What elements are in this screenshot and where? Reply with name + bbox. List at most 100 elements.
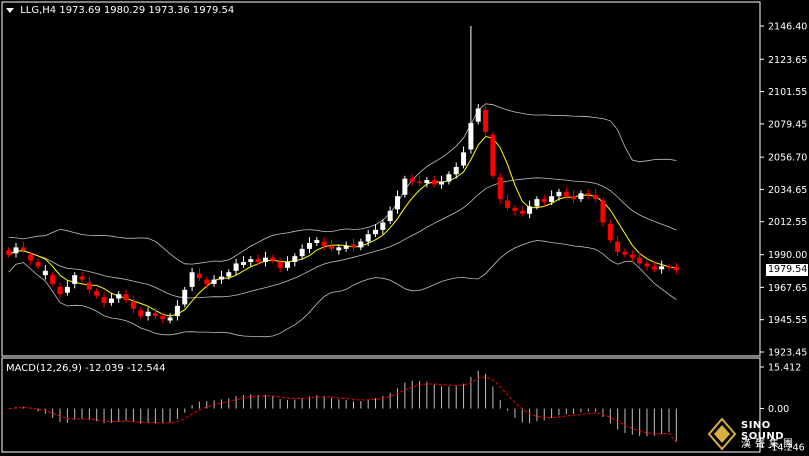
price-tick-label: 2101.55 [768,87,807,98]
main-chart-frame [1,1,761,357]
candle-body [402,178,408,195]
price-axis: 2146.40 2123.65 2101.55 2079.45 2056.70 2034.… [760,22,807,359]
candle-body [42,270,48,276]
candle-body [248,259,254,263]
candle-body [343,245,349,249]
macd-tick-label: 15.412 [768,363,801,374]
candle-body [182,289,188,305]
candle-body [292,256,298,263]
candle-body [417,181,423,184]
candle-body [174,305,180,317]
logo-line1: SINO SOUND [741,420,784,442]
candle-body [534,199,540,207]
macd-panel-frame [1,357,761,453]
macd-label: MACD(12,26,9) [6,363,82,374]
candle-body [94,291,100,296]
candle-body [439,181,445,185]
candle-body [108,298,114,303]
candle-body [284,262,290,268]
macd-values: -12.039 -12.544 [85,363,166,374]
symbol-label: LLG,H4 [20,5,57,16]
candle-body [123,294,129,301]
candle-body [189,272,195,287]
candle-body [549,196,555,203]
macd-tick-label: 0.00 [768,404,789,415]
candle-body [277,262,283,268]
candle-body [116,294,122,299]
candle-body [79,276,85,280]
candle-body [204,279,210,284]
macd-tick-label: -14.246 [768,443,805,454]
candle-body [461,152,467,166]
candle-body [387,210,393,222]
candle-body [358,241,364,248]
price-tick-label: 2079.45 [768,119,807,130]
candle-body [629,254,635,258]
price-tick-label: 2034.65 [768,185,807,196]
candle-body [255,259,261,263]
price-tick-label: 2012.55 [768,217,807,228]
candle-body [578,193,584,200]
candle-body [431,180,437,185]
logo-line2: 漢聲集團 [741,439,797,450]
candle-body [512,207,518,211]
candle-body [585,193,591,195]
candle-body [145,311,151,317]
candle-body [101,297,107,303]
candle-body [673,267,679,270]
candle-body [409,178,415,182]
price-tick-label: 1945.55 [768,315,807,326]
candle-body [20,247,26,251]
ohlc-values: 1973.69 1980.29 1973.36 1979.54 [59,5,235,16]
candle-body [593,194,599,200]
candle-body [233,263,239,271]
candle-body [299,248,305,257]
candle-body [50,275,56,284]
candle-body [475,108,481,122]
bollinger-middle [8,177,677,299]
price-tick-label: 1967.65 [768,283,807,294]
candle-body [138,310,144,317]
candle-body [152,313,158,317]
candle-body [505,200,511,208]
candle-body [86,282,92,290]
candle-body [644,263,650,267]
candle-body [35,262,41,267]
candle-body [615,241,621,252]
candle-body [527,206,533,214]
candle-body [196,273,202,279]
macd-histogram [15,370,677,442]
candle-body [600,200,606,223]
candle-body [659,266,665,270]
candle-body [218,276,224,280]
candle-body [497,177,503,200]
candle-body [64,286,70,293]
candle-body [666,266,672,268]
candle-body [519,210,525,214]
candle-body [637,257,643,264]
candle-body [57,286,63,295]
candle-body [651,266,657,270]
candle-body [270,257,276,261]
macd-signal [8,376,677,443]
bollinger-bands [8,103,677,338]
candle-body [541,199,547,203]
dropdown-icon[interactable] [6,7,14,13]
candle-body [240,262,246,265]
candle-body [321,241,327,246]
candle-body [380,222,386,230]
candle-body [351,244,357,248]
candle-body [28,254,34,261]
price-tick-label: 1923.45 [768,348,807,359]
candle-body [563,191,569,197]
price-tick-label: 2056.70 [768,153,807,164]
candle-body [160,316,166,320]
chart-header: LLG,H4 1973.69 1980.29 1973.36 1979.54 [6,5,234,16]
candle-body [446,174,452,182]
price-tick-label: 2123.65 [768,55,807,66]
candle-body [395,196,401,210]
candle-body [424,180,430,184]
candle-body [13,247,19,254]
candle-body [556,191,562,197]
